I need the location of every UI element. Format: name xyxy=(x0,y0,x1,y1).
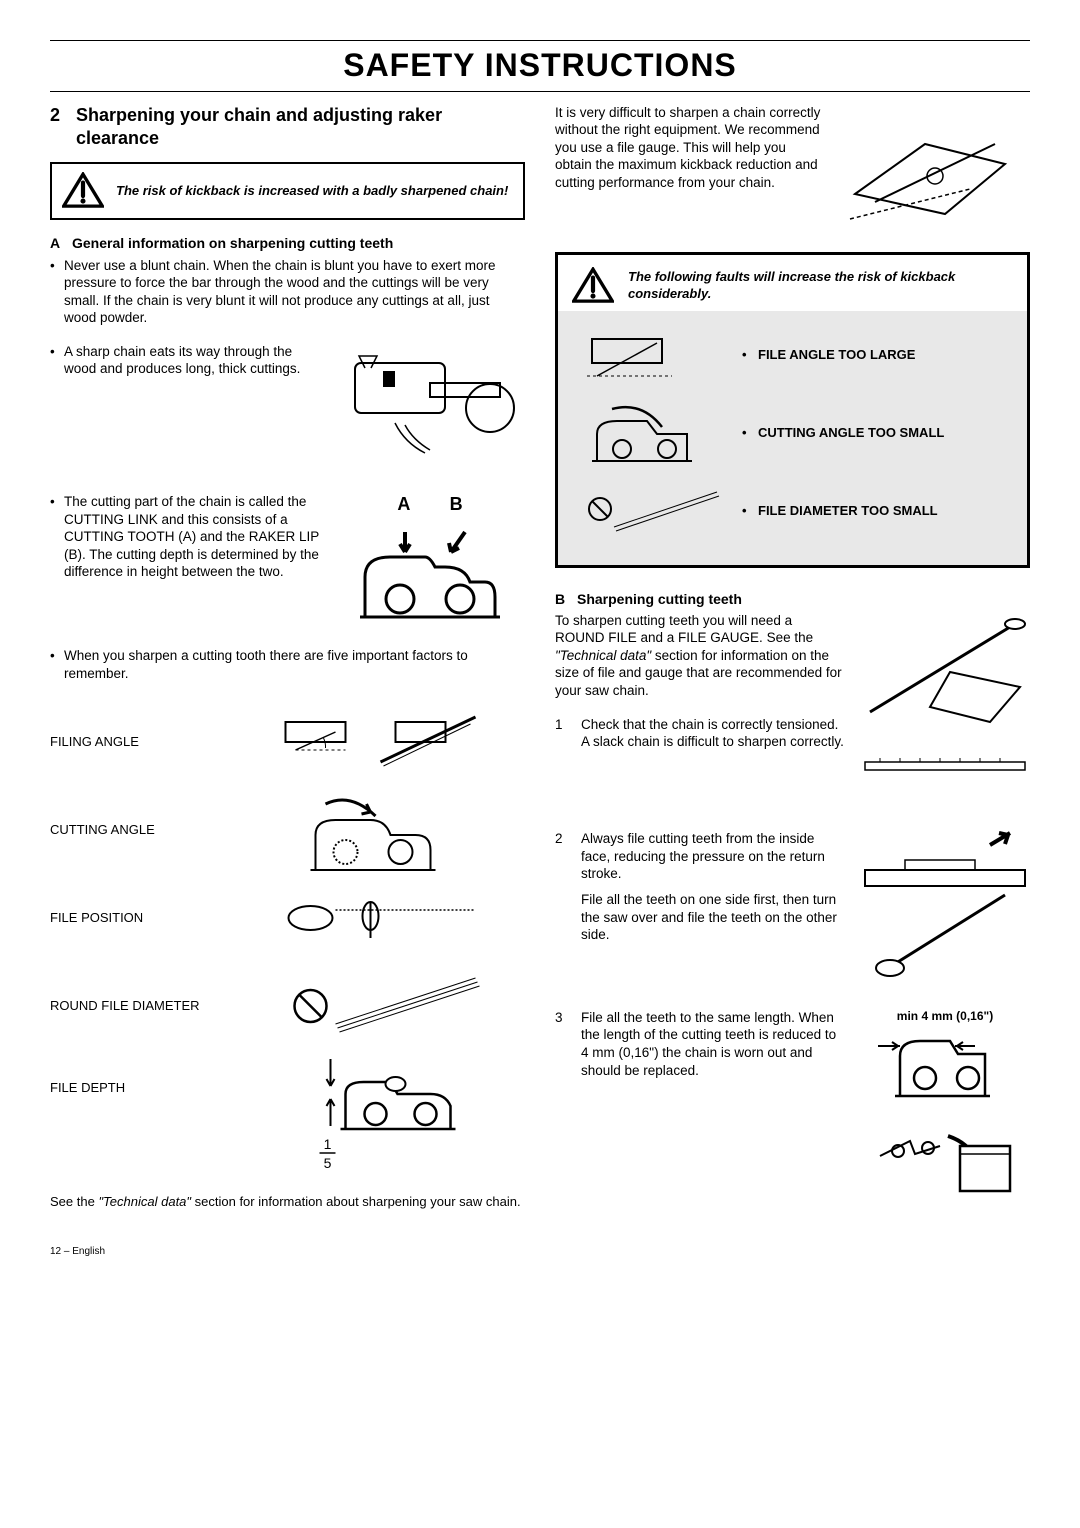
step-2-num: 2 xyxy=(555,830,581,883)
factor-cutting-angle: CUTTING ANGLE xyxy=(50,790,525,870)
section-title: Sharpening your chain and adjusting rake… xyxy=(76,104,525,151)
fault-3-label: FILE DIAMETER TOO SMALL xyxy=(758,503,938,520)
chainsaw-diagram xyxy=(335,343,525,478)
fault-box: The following faults will increase the r… xyxy=(555,252,1030,568)
fault-2-label: CUTTING ANGLE TOO SMALL xyxy=(758,425,944,442)
sub-b-letter: B xyxy=(555,590,577,608)
fault-3-diagram xyxy=(572,477,722,547)
reference-text: See the "Technical data" section for inf… xyxy=(50,1194,525,1211)
warning-box: The risk of kickback is increased with a… xyxy=(50,162,525,220)
step-3-num: 3 xyxy=(555,1009,581,1079)
file-position-diagram xyxy=(236,878,525,958)
page-footer: 12 – English xyxy=(50,1245,1030,1258)
warning-icon xyxy=(62,172,104,210)
filing-teeth-diagram xyxy=(860,830,1030,995)
page-title: SAFETY INSTRUCTIONS xyxy=(50,40,1030,92)
factor-4-label: ROUND FILE DIAMETER xyxy=(50,998,236,1015)
fault-2-diagram xyxy=(572,399,722,469)
step-1-num: 1 xyxy=(555,716,581,751)
right-column: It is very difficult to sharpen a chain … xyxy=(555,104,1030,1215)
warning-icon xyxy=(572,267,614,305)
bullet-2-text: A sharp chain eats its way through the w… xyxy=(64,343,325,478)
section-heading: 2 Sharpening your chain and adjusting ra… xyxy=(50,104,525,151)
step-2b-text: File all the teeth on one side first, th… xyxy=(581,891,844,944)
factor-filing-angle: FILING ANGLE xyxy=(50,702,525,782)
filing-angle-diagram xyxy=(236,702,525,782)
factor-3-label: FILE POSITION xyxy=(50,910,236,927)
bullet-2-block: • A sharp chain eats its way through the… xyxy=(50,343,525,478)
step-3-text: File all the teeth to the same length. W… xyxy=(581,1009,844,1079)
sub-a-letter: A xyxy=(50,234,72,252)
step-3: 3 File all the teeth to the same length.… xyxy=(555,1009,1030,1201)
factor-file-diameter: ROUND FILE DIAMETER xyxy=(50,966,525,1046)
factor-file-position: FILE POSITION xyxy=(50,878,525,958)
sub-b-title: Sharpening cutting teeth xyxy=(577,590,742,608)
svg-text:5: 5 xyxy=(324,1155,332,1171)
bullet-4: • When you sharpen a cutting tooth there… xyxy=(50,647,525,682)
min-length-diagram: min 4 mm (0,16") xyxy=(860,1009,1030,1201)
intro-block: It is very difficult to sharpen a chain … xyxy=(555,104,1030,234)
file-diameter-diagram xyxy=(236,966,525,1046)
step-1-text: Check that the chain is correctly tensio… xyxy=(581,716,844,751)
fault-1-diagram xyxy=(572,321,722,391)
fault-1-label: FILE ANGLE TOO LARGE xyxy=(758,347,915,364)
section-number: 2 xyxy=(50,104,76,151)
sub-a-heading: A General information on sharpening cutt… xyxy=(50,234,525,252)
step-2a-text: Always file cutting teeth from the insid… xyxy=(581,830,844,883)
factor-file-depth: FILE DEPTH 1 5 xyxy=(50,1054,525,1174)
left-column: 2 Sharpening your chain and adjusting ra… xyxy=(50,104,525,1215)
fault-2: •CUTTING ANGLE TOO SMALL xyxy=(572,399,1013,469)
sub-b-intro: To sharpen cutting teeth you will need a… xyxy=(555,612,1030,817)
bullet-3-text: The cutting part of the chain is called … xyxy=(64,493,325,631)
min-label: min 4 mm (0,16") xyxy=(860,1009,1030,1025)
cutting-link-diagram: A B xyxy=(335,493,525,631)
intro-text: It is very difficult to sharpen a chain … xyxy=(555,104,821,234)
factor-1-label: FILING ANGLE xyxy=(50,734,236,751)
warning-text: The risk of kickback is increased with a… xyxy=(116,183,508,200)
fault-heading: The following faults will increase the r… xyxy=(628,269,1013,303)
svg-text:1: 1 xyxy=(324,1136,332,1152)
bullet-1: • Never use a blunt chain. When the chai… xyxy=(50,257,525,327)
file-gauge-diagram xyxy=(835,104,1030,234)
ab-labels: A B xyxy=(335,493,525,516)
factor-5-label: FILE DEPTH xyxy=(50,1054,236,1097)
round-file-diagram xyxy=(860,612,1030,817)
cutting-angle-diagram xyxy=(236,790,525,870)
file-depth-diagram: 1 5 xyxy=(236,1054,525,1174)
bullet-1-text: Never use a blunt chain. When the chain … xyxy=(64,257,525,327)
step-2: 2 Always file cutting teeth from the ins… xyxy=(555,830,1030,995)
fault-1: •FILE ANGLE TOO LARGE xyxy=(572,321,1013,391)
sub-a-title: General information on sharpening cuttin… xyxy=(72,234,393,252)
fault-3: •FILE DIAMETER TOO SMALL xyxy=(572,477,1013,547)
sub-b-heading: B Sharpening cutting teeth xyxy=(555,590,1030,608)
bullet-3-block: • The cutting part of the chain is calle… xyxy=(50,493,525,631)
bullet-4-text: When you sharpen a cutting tooth there a… xyxy=(64,647,525,682)
factor-2-label: CUTTING ANGLE xyxy=(50,822,236,839)
